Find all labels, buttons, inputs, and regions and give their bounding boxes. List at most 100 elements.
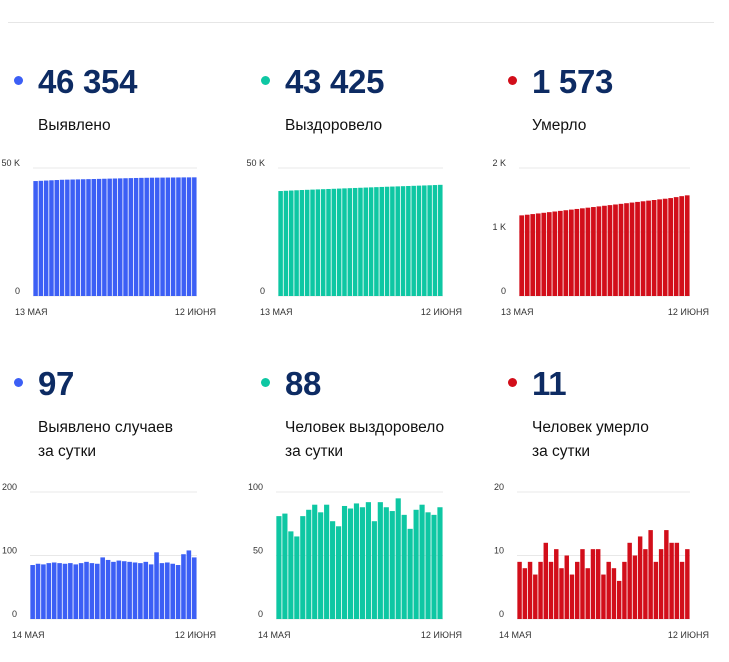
bar: [46, 563, 52, 619]
bar: [331, 188, 337, 296]
bar: [43, 180, 49, 296]
x-start-label: 14 МАЯ: [258, 630, 291, 640]
bar: [674, 542, 680, 619]
bar: [646, 200, 651, 296]
bar: [401, 514, 407, 619]
bar: [627, 542, 632, 619]
bar: [96, 178, 102, 296]
bar: [57, 563, 62, 619]
bar: [192, 177, 197, 296]
bar: [668, 198, 674, 296]
bar: [389, 511, 395, 619]
bar: [132, 562, 138, 619]
legend-dot-icon: [14, 76, 23, 85]
bar: [629, 202, 635, 296]
bar: [127, 561, 132, 619]
bar: [312, 504, 318, 619]
y-tick-label: 50: [253, 546, 263, 556]
bar: [107, 178, 112, 296]
bar: [68, 563, 73, 619]
bar: [574, 208, 580, 296]
bar: [533, 574, 538, 619]
bar: [431, 514, 437, 619]
stat-label: Выявлено случаев за сутки: [38, 416, 173, 464]
bar: [117, 178, 123, 296]
bar: [527, 561, 533, 619]
bar: [643, 549, 648, 619]
bar: [601, 574, 606, 619]
bar: [191, 557, 197, 619]
bar: [341, 505, 348, 619]
bar: [148, 564, 154, 619]
bar: [170, 177, 176, 296]
bar: [359, 507, 366, 619]
bar: [170, 563, 176, 619]
bar: [618, 203, 624, 296]
bar: [651, 200, 657, 296]
bar: [300, 516, 306, 619]
bar: [425, 512, 431, 619]
x-start-label: 13 МАЯ: [15, 307, 48, 317]
bar: [181, 554, 186, 619]
stat-panel: 11 Человек умерло за сутки: [494, 362, 729, 662]
stat-label-line: за сутки: [532, 443, 591, 460]
bar: [538, 561, 543, 619]
bar: [282, 513, 288, 619]
bar: [91, 179, 97, 296]
bar: [336, 188, 342, 296]
top-divider: [8, 22, 714, 23]
bar: [684, 195, 690, 296]
bar: [422, 185, 427, 296]
bar: [407, 528, 413, 619]
bar: [622, 561, 627, 619]
bar: [591, 207, 596, 296]
x-end-label: 12 ИЮНЯ: [668, 307, 709, 317]
bar: [590, 549, 596, 619]
bar: [51, 562, 57, 619]
bar: [160, 177, 165, 296]
bar: [613, 204, 618, 296]
bar: [186, 550, 192, 619]
bar: [541, 212, 547, 296]
bar: [299, 190, 305, 296]
bar: [320, 189, 326, 296]
y-tick-label: 50 K: [1, 158, 20, 168]
bar: [669, 542, 674, 619]
bar: [358, 187, 363, 296]
bar: [377, 502, 383, 619]
bar: [89, 563, 95, 619]
bar: [86, 179, 91, 296]
bar: [580, 549, 585, 619]
bar: [347, 188, 353, 296]
bar: [548, 561, 554, 619]
bar: [365, 502, 371, 619]
bar: [438, 184, 443, 296]
stat-value: 1 573: [532, 63, 614, 100]
bar: [427, 185, 432, 296]
bar: [662, 198, 668, 296]
y-tick-label: 50 K: [246, 158, 265, 168]
bar: [568, 209, 574, 296]
bar: [679, 561, 685, 619]
y-tick-label: 2 K: [492, 158, 506, 168]
bar: [559, 568, 564, 619]
bar: [383, 507, 389, 619]
bar: [580, 208, 585, 296]
bar: [143, 561, 149, 619]
bar: [563, 210, 569, 296]
bar: [569, 574, 575, 619]
bar: [276, 516, 282, 619]
bar: [611, 568, 617, 619]
y-tick-label: 1 K: [492, 222, 506, 232]
bar: [602, 205, 607, 296]
bar: [607, 205, 613, 296]
bar: [144, 177, 149, 296]
stat-label: Выздоровело: [285, 114, 382, 138]
stat-label: Человек умерло за сутки: [532, 416, 649, 464]
x-end-label: 12 ИЮНЯ: [175, 630, 216, 640]
bar: [41, 564, 46, 619]
bar: [62, 563, 68, 619]
